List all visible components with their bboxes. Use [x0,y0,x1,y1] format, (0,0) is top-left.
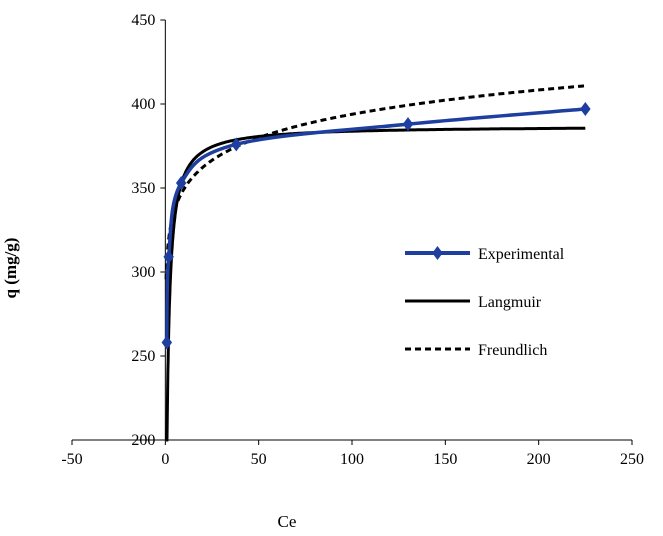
y-tick-label: 350 [131,180,155,197]
x-tick-label: 0 [161,451,169,468]
y-tick-label: 250 [131,348,155,365]
x-tick-label: 150 [433,451,457,468]
data-point-marker [175,175,187,190]
data-point-marker [402,117,414,132]
y-tick-label: 450 [131,12,155,29]
legend-label-langmuir: Langmuir [478,294,542,311]
y-tick-label: 200 [131,432,155,449]
x-tick-label: 200 [527,451,551,468]
y-tick-label: 300 [131,264,155,281]
legend-marker [432,246,443,260]
data-point-marker [163,249,174,264]
x-tick-label: 100 [340,451,364,468]
x-axis-ticks: -50 0 50 100 150 200 250 [61,440,644,468]
x-axis-title: Ce [278,512,297,531]
legend-label-freundlich: Freundlich [478,342,547,359]
data-point-marker [161,335,173,350]
series-line-langmuir [165,126,586,442]
legend-label-experimental: Experimental [478,246,565,263]
x-tick-label: 250 [620,451,644,468]
x-tick-label: 50 [251,451,267,468]
data-point-marker [231,137,242,152]
legend: Experimental Langmuir Freundlich [405,246,565,359]
data-point-marker [580,102,591,117]
axes [72,20,632,441]
x-tick-label: -50 [61,451,82,468]
y-axis-title: q (mg/g) [1,238,20,299]
series-layer [161,84,591,442]
y-tick-label: 400 [131,96,155,113]
series-line-freundlich [164,84,586,280]
y-axis-ticks: 200 250 300 350 400 450 [131,12,166,449]
